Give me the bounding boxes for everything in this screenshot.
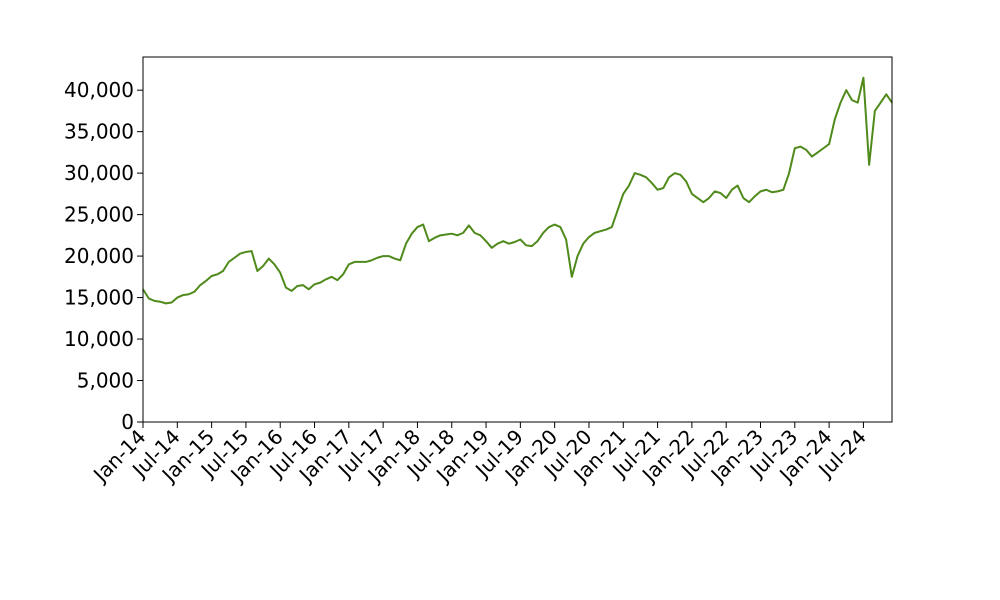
y-tick-label: 15,000	[64, 286, 134, 310]
y-tick-label: 0	[121, 410, 134, 434]
y-tick-label: 35,000	[64, 120, 134, 144]
y-tick-label: 25,000	[64, 203, 134, 227]
y-tick-label: 20,000	[64, 244, 134, 268]
plot-frame	[142, 56, 893, 423]
y-tick-label: 10,000	[64, 327, 134, 351]
y-tick-label: 40,000	[64, 78, 134, 102]
line	[142, 76, 893, 305]
y-tick-label: 30,000	[64, 161, 134, 185]
y-tick-label: 5,000	[77, 369, 134, 393]
